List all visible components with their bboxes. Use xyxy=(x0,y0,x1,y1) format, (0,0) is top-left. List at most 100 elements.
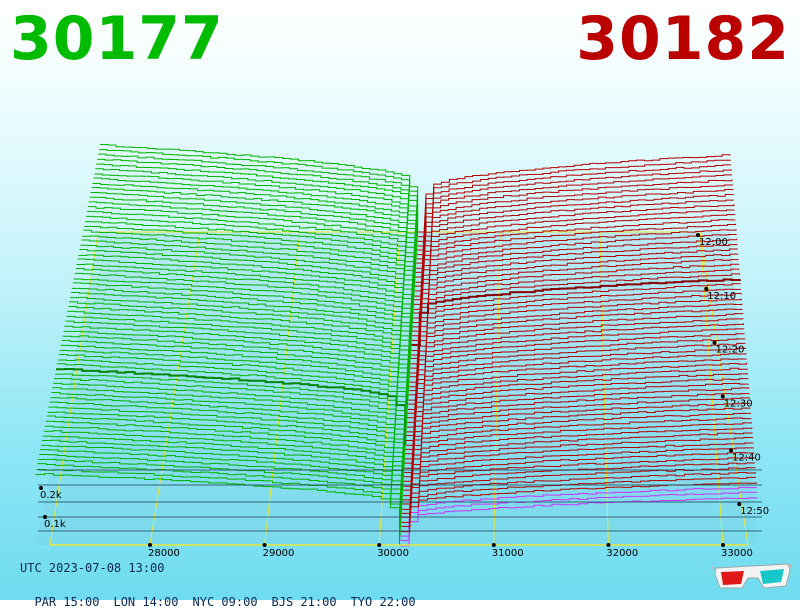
ask-depth-line xyxy=(408,338,746,401)
bid-depth-line xyxy=(50,397,405,473)
ask-depth-line xyxy=(413,238,738,310)
zone-tyo: TYO 22:00 xyxy=(350,595,416,609)
bid-depth-line xyxy=(41,439,402,513)
ask-depth-line xyxy=(406,383,749,442)
bid-depth-line xyxy=(52,387,405,465)
bid-depth-line xyxy=(57,359,407,436)
price-tick-dot xyxy=(262,543,267,547)
ask-price: 30182 xyxy=(576,4,790,74)
ask-depth-line xyxy=(409,313,744,378)
bid-depth-line xyxy=(71,287,411,368)
bid-depth-line xyxy=(86,211,415,297)
bid-depth-line xyxy=(70,296,410,377)
ask-depth-line xyxy=(404,412,752,469)
ask-depth-line xyxy=(409,318,744,383)
ask-depth-line xyxy=(415,204,735,278)
bid-depth-line xyxy=(96,163,418,251)
bid-depth-line xyxy=(85,215,415,300)
ask-depth-line xyxy=(402,457,755,510)
ask-depth-line xyxy=(405,387,750,446)
time-tick-dot xyxy=(712,340,717,345)
ask-depth-line xyxy=(400,486,758,537)
bid-depth-line xyxy=(92,182,417,268)
bid-depth-line xyxy=(72,282,411,363)
ask-depth-line xyxy=(406,378,749,436)
ask-depth-line xyxy=(416,194,734,269)
bid-depth-line xyxy=(43,430,403,505)
time-tick-label: 12:40 xyxy=(732,452,761,463)
price-tick-dot xyxy=(606,543,611,547)
bid-depth-line xyxy=(97,158,418,246)
ask-depth-line xyxy=(416,179,733,256)
ask-depth-line xyxy=(412,259,739,328)
ask-depth-line xyxy=(406,367,748,428)
ask-depth-line xyxy=(417,169,732,247)
bid-depth-line xyxy=(75,268,412,351)
bid-depth-line xyxy=(95,168,417,255)
ask-depth-line xyxy=(414,223,737,297)
zone-nyc: NYC 09:00 xyxy=(192,595,258,609)
bid-depth-line xyxy=(60,344,408,424)
utc-time: UTC 2023-07-08 13:00 xyxy=(20,561,165,575)
ask-depth-line xyxy=(413,248,739,319)
volume-tick-dot xyxy=(39,486,43,490)
ask-depth-line xyxy=(410,308,743,374)
bid-price: 30177 xyxy=(10,4,224,74)
ask-depth-line xyxy=(402,442,754,497)
bid-depth-line xyxy=(80,244,413,328)
ask-depth-line xyxy=(417,164,732,242)
bid-depth-line xyxy=(45,420,403,495)
time-tick-dot xyxy=(704,286,709,291)
bid-depth-line xyxy=(100,144,419,233)
bid-depth-line xyxy=(65,320,409,400)
volume-tick-dot xyxy=(43,515,47,519)
ask-depth-line xyxy=(410,293,742,359)
ask-depth-line xyxy=(418,154,731,233)
front-grid xyxy=(38,469,762,546)
bid-depth-line xyxy=(35,473,400,545)
ask-depth-line xyxy=(412,263,740,332)
ask-depth-line xyxy=(416,189,734,264)
bid-depth-line xyxy=(76,263,412,346)
ask-depth-line xyxy=(411,283,741,351)
zone-lon: LON 14:00 xyxy=(113,595,179,609)
ask-depth-line xyxy=(407,353,747,414)
bid-depth-line xyxy=(37,463,401,537)
bid-depth-line xyxy=(40,449,402,523)
ask-depth-line xyxy=(417,174,733,251)
price-tick-dot xyxy=(377,543,382,547)
ask-depth-line xyxy=(411,278,741,346)
bid-depth-line xyxy=(39,454,402,527)
bid-depth-line xyxy=(58,353,407,432)
ask-depth-line xyxy=(407,347,746,411)
bid-depth-line xyxy=(73,278,411,359)
bid-depth-line xyxy=(81,239,413,323)
bid-depth-line xyxy=(53,382,406,459)
ask-depth-line xyxy=(406,373,748,433)
bid-depth-line xyxy=(46,415,404,491)
3d-glasses-icon[interactable] xyxy=(712,560,792,592)
bid-depth-line xyxy=(90,191,416,278)
ask-depth-line xyxy=(408,342,746,405)
grid-line-price-5 xyxy=(699,231,724,546)
price-tick-label: 29000 xyxy=(263,548,295,559)
bid-depth-line xyxy=(42,435,403,510)
bid-depth-line xyxy=(64,325,409,404)
price-tick-label: 33000 xyxy=(721,548,753,559)
bid-depth-line xyxy=(67,310,409,391)
bid-depth-line xyxy=(99,149,418,237)
price-tick-label: 32000 xyxy=(606,548,638,559)
ask-depth-line xyxy=(413,244,738,314)
bid-depth-line xyxy=(89,196,416,282)
ask-depth-line xyxy=(412,253,739,323)
time-tick-dot xyxy=(737,502,742,507)
time-tick-label: 12:10 xyxy=(707,291,736,302)
ask-depth-line xyxy=(411,288,742,356)
ask-depth-line xyxy=(414,229,737,301)
volume-tick-label: 0.2k xyxy=(40,490,62,501)
ask-depth-line xyxy=(405,397,750,455)
bid-depth-line xyxy=(79,248,413,332)
price-tick-dot xyxy=(491,543,496,547)
bid-depth-line xyxy=(88,201,416,288)
price-tick-label: 28000 xyxy=(148,548,180,559)
